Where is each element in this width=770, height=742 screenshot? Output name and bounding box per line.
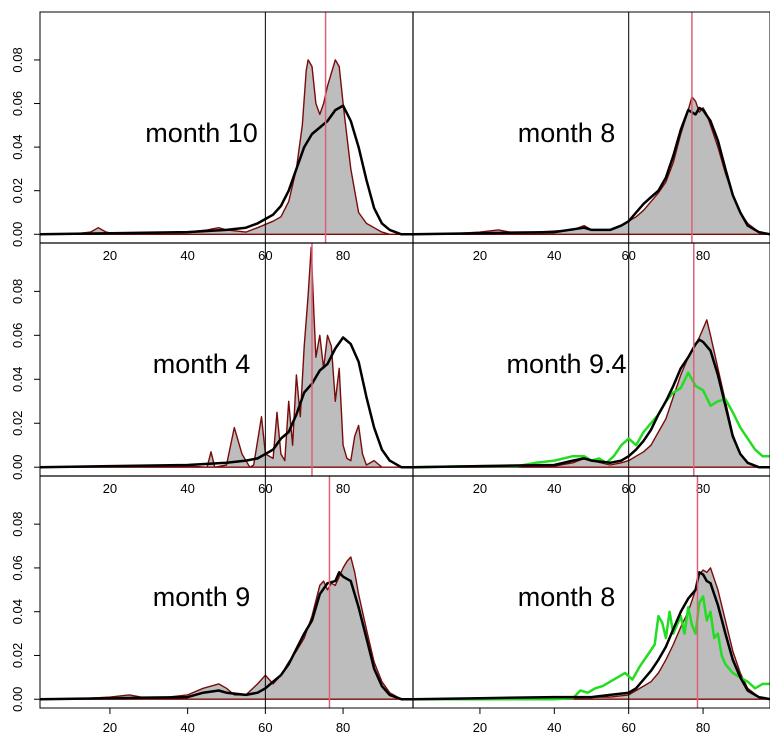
x-tick-label: 80 [696, 720, 710, 735]
x-tick-label: 80 [696, 248, 710, 263]
y-tick-label: 0.02 [10, 411, 25, 436]
y-tick-label: 0.06 [10, 555, 25, 580]
x-tick-label: 80 [336, 481, 350, 496]
y-tick-label: 0.06 [10, 323, 25, 348]
x-tick-label: 20 [473, 720, 487, 735]
x-tick-label: 20 [473, 248, 487, 263]
panel-6: month 8 20 40 60 80 [412, 476, 770, 735]
black-density-line [412, 106, 770, 236]
black-density-line [39, 104, 413, 236]
panel-5: month 9 20 40 60 80 0.00 0.02 0.04 0.06 0.08 [10, 476, 414, 735]
y-tick-label: 0.04 [10, 367, 25, 392]
panel-title: month 4 [153, 349, 251, 379]
x-tick-label: 40 [547, 248, 561, 263]
green-density-line [412, 371, 770, 469]
y-tick-label: 0.04 [10, 134, 25, 159]
y-tick-label: 0.00 [10, 455, 25, 480]
y-tick-label: 0.06 [10, 91, 25, 116]
x-tick-label: 80 [696, 481, 710, 496]
y-tick-label: 0.04 [10, 599, 25, 624]
panel-title: month 10 [145, 118, 258, 148]
black-density-line [412, 338, 770, 469]
plot-frame [39, 11, 770, 709]
black-density-line [412, 571, 770, 701]
x-tick-label: 40 [180, 248, 194, 263]
filled-density [412, 319, 770, 468]
x-tick-label: 40 [547, 720, 561, 735]
x-tick-label: 40 [180, 481, 194, 496]
y-tick-label: 0.02 [10, 643, 25, 668]
filled-density [39, 556, 414, 700]
black-density-line [39, 571, 413, 701]
panel-3: month 420 40 60 800.000.020.040.060.08 [10, 243, 414, 496]
x-tick-label: 20 [103, 720, 117, 735]
green-density-line [413, 595, 770, 701]
y-tick-label: 0.00 [10, 222, 25, 247]
x-tick-label: 20 [103, 481, 117, 496]
x-tick-label: 40 [180, 720, 194, 735]
x-tick-label: 60 [258, 720, 272, 735]
y-tick-label: 0.00 [10, 687, 25, 712]
y-tick-label: 0.08 [10, 279, 25, 304]
x-tick-label: 20 [473, 481, 487, 496]
x-tick-label: 60 [621, 720, 635, 735]
x-tick-label: 20 [103, 248, 117, 263]
panel-title: month 9.4 [506, 349, 626, 379]
panel-2: month 820 40 60 80 [412, 12, 770, 263]
x-tick-label: 80 [336, 248, 350, 263]
y-tick-label: 0.08 [10, 47, 25, 72]
filled-density [39, 246, 414, 468]
panel-title: month 8 [518, 582, 616, 612]
panel-title: month 8 [518, 118, 616, 148]
x-tick-label: 80 [336, 720, 350, 735]
x-tick-label: 40 [547, 481, 561, 496]
y-tick-label: 0.08 [10, 511, 25, 536]
panel-4: month 9.420 40 60 80 [412, 243, 770, 496]
y-tick-label: 0.02 [10, 178, 25, 203]
panel-title: month 9 [153, 582, 251, 612]
